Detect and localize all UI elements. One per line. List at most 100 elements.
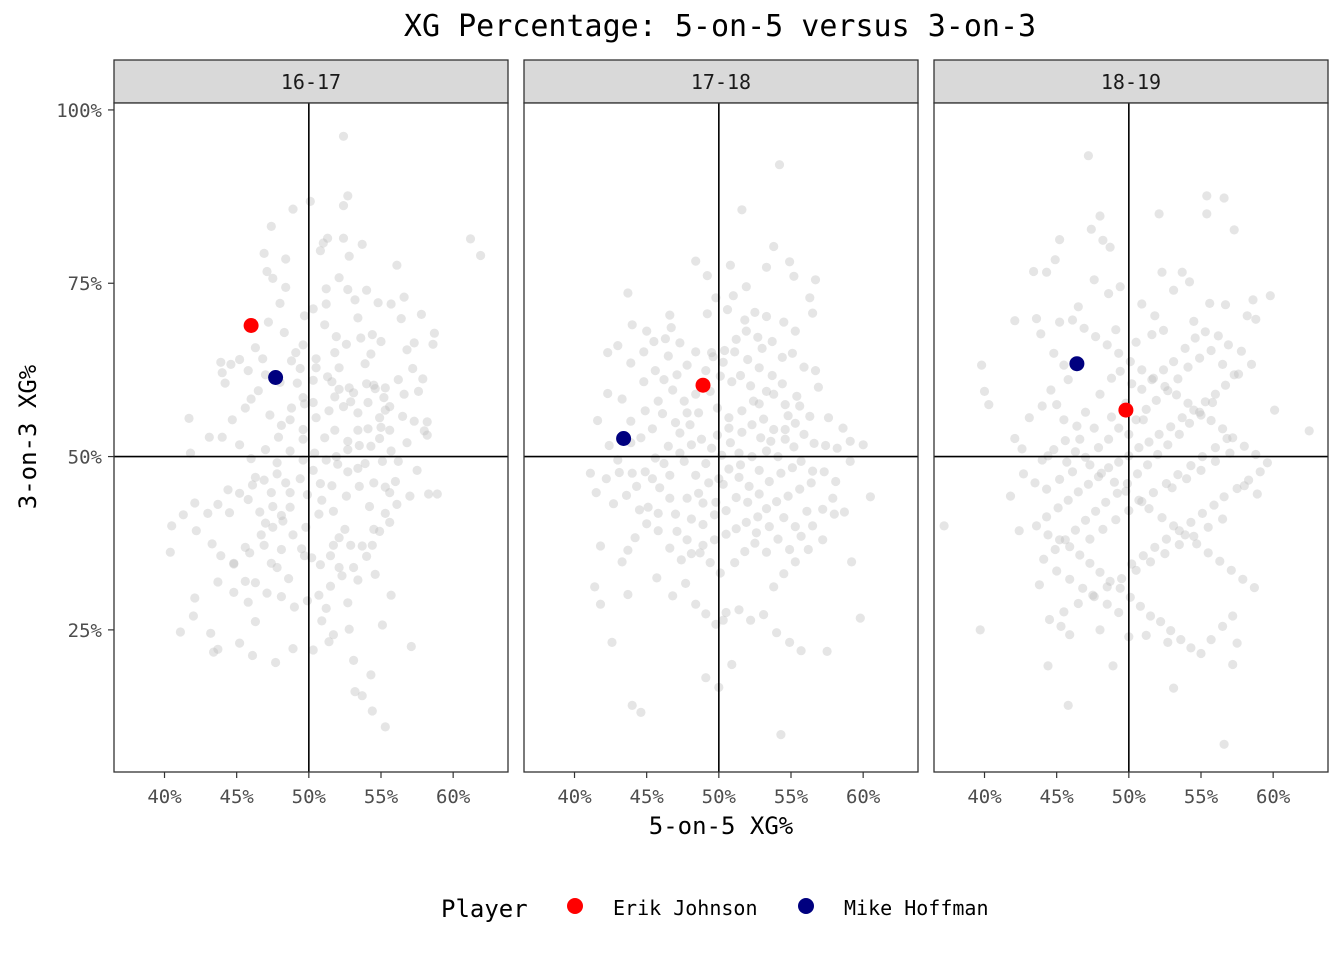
background-point bbox=[803, 544, 813, 555]
background-point bbox=[406, 641, 416, 652]
background-point bbox=[1134, 495, 1144, 505]
background-point bbox=[821, 440, 831, 451]
background-point bbox=[413, 386, 424, 396]
background-point bbox=[623, 288, 633, 298]
background-point bbox=[1098, 235, 1108, 245]
highlight-point-erik-johnson bbox=[695, 377, 711, 393]
background-point bbox=[1036, 329, 1046, 339]
background-point bbox=[1151, 395, 1161, 405]
background-point bbox=[766, 436, 776, 446]
background-point bbox=[640, 406, 650, 416]
background-point bbox=[679, 456, 689, 466]
background-point bbox=[858, 440, 868, 450]
background-point bbox=[585, 468, 596, 478]
background-point bbox=[773, 534, 783, 544]
background-point bbox=[1232, 483, 1242, 494]
background-point bbox=[356, 333, 366, 343]
background-point bbox=[1192, 539, 1202, 549]
background-point bbox=[769, 582, 779, 592]
background-point bbox=[1210, 456, 1220, 466]
background-point bbox=[1083, 479, 1093, 489]
background-point bbox=[1086, 224, 1096, 234]
background-point bbox=[1093, 443, 1104, 453]
background-point bbox=[681, 578, 691, 589]
background-point bbox=[246, 454, 256, 464]
background-point bbox=[1055, 235, 1065, 245]
background-point bbox=[1137, 365, 1147, 375]
background-point bbox=[380, 383, 390, 393]
background-point bbox=[1166, 626, 1176, 636]
background-point bbox=[330, 348, 340, 358]
background-point bbox=[334, 562, 344, 573]
background-point bbox=[343, 191, 353, 201]
background-point bbox=[759, 414, 769, 424]
background-point bbox=[702, 271, 712, 281]
background-point bbox=[623, 545, 633, 555]
background-point bbox=[685, 420, 695, 430]
background-point bbox=[632, 481, 642, 491]
background-point bbox=[805, 293, 815, 303]
x-tick-label: 55% bbox=[774, 786, 809, 808]
chart-title: XG Percentage: 5-on-5 versus 3-on-3 bbox=[404, 9, 1036, 44]
background-point bbox=[785, 637, 795, 648]
background-point bbox=[190, 593, 200, 603]
background-point bbox=[1131, 565, 1141, 575]
background-point bbox=[642, 326, 652, 336]
background-point bbox=[318, 238, 328, 248]
background-point bbox=[744, 481, 754, 491]
background-point bbox=[367, 330, 377, 340]
background-point bbox=[399, 292, 409, 302]
background-point bbox=[1220, 300, 1231, 310]
background-point bbox=[281, 282, 291, 292]
background-point bbox=[260, 370, 271, 380]
background-point bbox=[1115, 366, 1125, 376]
background-point bbox=[1059, 415, 1069, 425]
background-point bbox=[362, 379, 372, 389]
background-point bbox=[1196, 648, 1206, 659]
background-point bbox=[593, 415, 603, 426]
background-point bbox=[1138, 551, 1148, 561]
background-point bbox=[1059, 360, 1069, 370]
background-point bbox=[217, 368, 227, 378]
background-point bbox=[796, 646, 806, 656]
background-point bbox=[698, 519, 708, 530]
background-point bbox=[268, 273, 278, 283]
background-point bbox=[266, 221, 276, 231]
background-point bbox=[1183, 398, 1193, 408]
background-point bbox=[617, 557, 627, 567]
background-point bbox=[1160, 381, 1170, 392]
background-point bbox=[672, 370, 682, 380]
background-point bbox=[1186, 643, 1196, 653]
background-point bbox=[698, 498, 708, 508]
background-point bbox=[1200, 327, 1210, 337]
background-point bbox=[398, 411, 408, 421]
background-point bbox=[272, 458, 282, 468]
background-point bbox=[1190, 333, 1200, 343]
x-tick-label: 40% bbox=[557, 786, 592, 808]
background-point bbox=[668, 385, 678, 395]
background-point bbox=[761, 446, 772, 456]
background-point bbox=[659, 375, 669, 385]
background-point bbox=[613, 341, 623, 351]
background-point bbox=[260, 518, 271, 528]
background-point bbox=[777, 352, 787, 362]
background-point bbox=[373, 298, 383, 308]
background-point bbox=[665, 470, 675, 480]
background-point bbox=[250, 472, 260, 482]
background-point bbox=[379, 393, 389, 403]
background-point bbox=[810, 275, 821, 285]
background-point bbox=[343, 598, 353, 608]
background-point bbox=[608, 499, 619, 509]
background-point bbox=[1063, 375, 1073, 385]
background-point bbox=[317, 495, 327, 505]
background-point bbox=[705, 558, 715, 568]
background-point bbox=[243, 597, 253, 607]
background-point bbox=[286, 403, 297, 413]
background-point bbox=[380, 405, 390, 415]
background-point bbox=[639, 377, 649, 387]
background-point bbox=[1206, 635, 1216, 645]
background-point bbox=[754, 399, 764, 409]
background-point bbox=[380, 508, 390, 518]
background-point bbox=[1225, 448, 1235, 458]
facet-strip-label: 17-18 bbox=[691, 70, 751, 94]
